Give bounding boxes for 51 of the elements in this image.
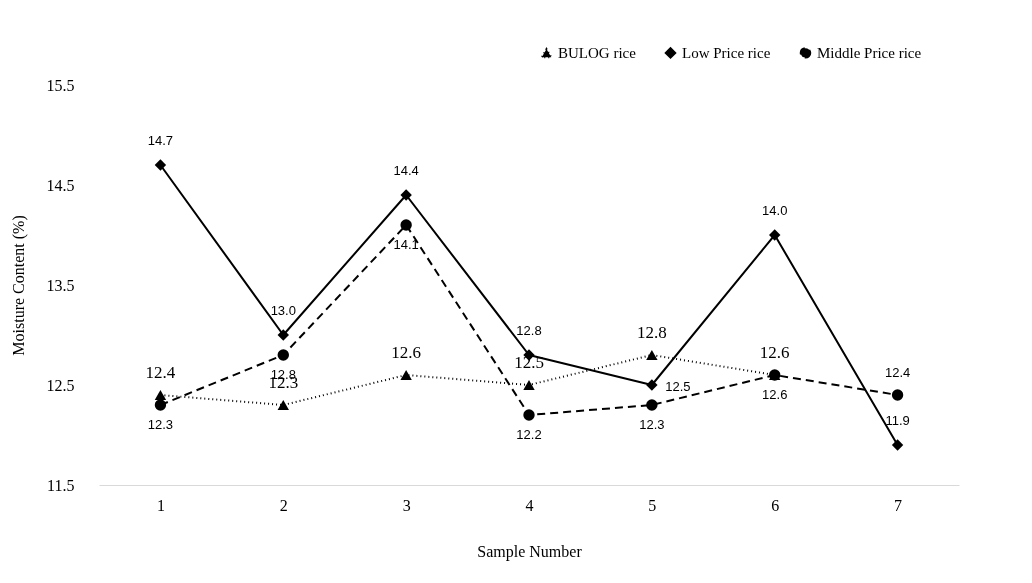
- data-label: 12.8: [636, 323, 667, 342]
- y-tick-label: 11.5: [47, 476, 75, 494]
- data-label: 12.6: [759, 343, 790, 362]
- legend-label: Low Price rice: [682, 44, 771, 61]
- data-label: 14.4: [393, 163, 419, 178]
- data-label: 12.4: [145, 363, 176, 382]
- x-tick-label: 6: [771, 496, 780, 514]
- x-tick-label: 3: [402, 496, 411, 514]
- point: [523, 380, 535, 390]
- x-tick-label: 5: [648, 496, 657, 514]
- point: [769, 229, 781, 241]
- data-label: 12.3: [147, 417, 174, 432]
- y-tick-label: 12.5: [46, 376, 75, 394]
- y-tick-label: 14.5: [46, 176, 75, 194]
- point: [400, 189, 412, 201]
- y-tick-label: 13.5: [46, 276, 75, 294]
- point: [277, 400, 289, 410]
- data-label: 14.1: [393, 237, 419, 252]
- point: [154, 159, 167, 171]
- x-tick-label: 2: [279, 496, 288, 514]
- data-label: 14.7: [147, 133, 174, 148]
- legend-label: BULOG rice: [558, 45, 637, 62]
- data-label: 14.0: [762, 203, 788, 218]
- point: [646, 379, 658, 391]
- point: [400, 219, 412, 231]
- y-axis-title: Moisture Content (%): [9, 215, 28, 356]
- x-tick-label: 7: [894, 496, 903, 514]
- data-label: 11.9: [885, 413, 910, 428]
- point: [891, 439, 904, 451]
- data-label: 12.3: [639, 417, 665, 432]
- point: [277, 329, 289, 341]
- x-axis-title: Sample Number: [477, 542, 583, 561]
- point: [277, 349, 289, 361]
- legend-label: Middle Price rice: [817, 44, 922, 61]
- data-label: 12.4: [884, 365, 911, 380]
- point: [523, 409, 535, 421]
- data-label: 12.2: [516, 427, 542, 442]
- data-label: 13.0: [270, 303, 296, 318]
- point: [154, 399, 167, 411]
- x-tick-label: 4: [525, 496, 534, 514]
- data-label: 12.8: [516, 323, 542, 338]
- point: [400, 370, 412, 380]
- point: [154, 390, 167, 400]
- point: [646, 399, 658, 411]
- point: [646, 350, 658, 360]
- point: [891, 389, 904, 401]
- data-label: 12.5: [665, 379, 691, 394]
- data-label: 12.6: [391, 343, 422, 362]
- x-tick-label: 1: [156, 496, 165, 514]
- y-tick-label: 15.5: [46, 76, 75, 94]
- data-label: 12.6: [762, 387, 788, 402]
